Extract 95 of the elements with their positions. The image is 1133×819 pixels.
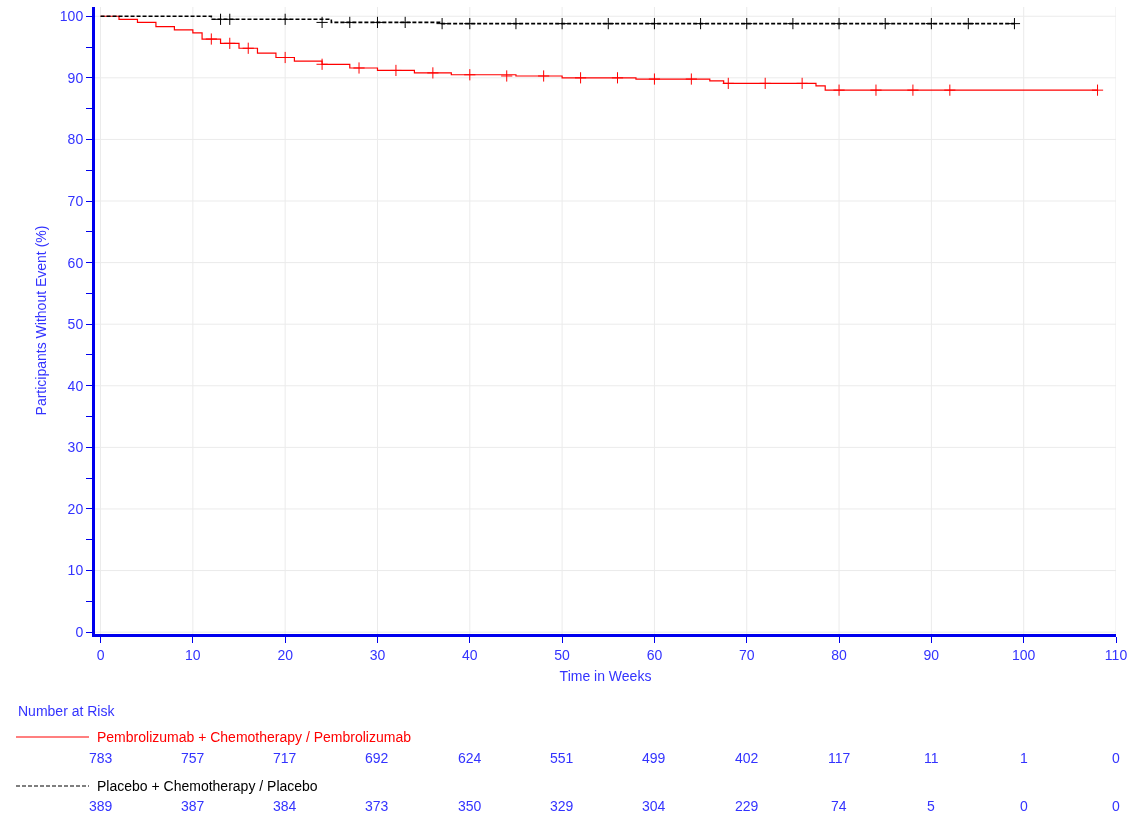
point [436,17,449,30]
point [463,68,476,81]
point [463,17,476,30]
point [759,77,772,90]
point [906,84,920,97]
text: 229 [735,798,759,814]
y-tick-label: 0 [75,624,84,641]
y-tick-label: 20 [67,500,84,517]
x-tick-label: 20 [277,646,294,663]
point [602,17,615,30]
point [685,72,698,86]
point [1008,17,1021,30]
point [648,17,661,30]
text: 329 [550,798,574,814]
point [371,16,384,29]
point [223,13,236,26]
y-tick-label: 80 [67,131,84,148]
text: 387 [181,798,205,814]
y-axis-title: Participants Without Event (%) [33,225,50,416]
x-tick-label: 110 [1104,646,1128,663]
point [214,13,227,26]
point [1091,84,1104,97]
point [943,84,956,97]
point [832,84,846,97]
x-tick-label: 100 [1012,646,1036,663]
point [343,16,356,29]
y-tick-label: 60 [67,254,84,271]
text: 74 [831,798,847,814]
point [648,72,661,86]
point [315,16,329,29]
point [796,77,809,90]
text: 757 [181,750,205,766]
point [352,61,366,75]
point [223,37,236,50]
point [786,17,799,30]
text: 350 [458,798,482,814]
point [722,77,735,90]
point [925,17,938,30]
point [611,71,624,84]
text: 783 [89,750,113,766]
point [962,17,975,30]
y-tick-label: 30 [67,439,84,456]
text: 304 [642,798,666,814]
text: 0 [1112,750,1120,766]
x-tick-label: 0 [96,646,105,663]
y-tick-label: 10 [67,562,84,579]
point [832,17,846,30]
point [315,58,329,71]
text: 402 [735,750,759,766]
x-tick-label: 10 [185,646,201,663]
text: Pembrolizumab + Chemotherapy / Pembrolizumab [97,729,412,745]
x-tick-label: 40 [462,646,478,663]
x-tick-label: 80 [831,646,848,663]
x-tick-label: 70 [738,646,755,663]
text: 1 [1020,750,1028,766]
point [574,71,587,84]
point [242,42,255,55]
text: Placebo + Chemotherapy / Placebo [97,778,318,794]
x-tick-label: 60 [646,646,663,663]
x-axis-title: Time in Weeks [559,668,652,685]
point [740,17,753,30]
text: 0 [1020,798,1028,814]
point [879,17,892,30]
text: 692 [365,750,389,766]
x-tick-label: 50 [554,646,571,663]
point [694,17,707,30]
text: 373 [365,798,389,814]
text: Number at Risk [18,703,116,719]
x-tick-label: 30 [369,646,386,663]
x-tick-label: 90 [923,646,940,663]
y-tick-label: 100 [59,8,84,25]
point [279,13,292,26]
text: 384 [273,798,297,814]
point [205,32,218,46]
point [509,17,523,30]
y-tick-label: 50 [67,316,84,333]
point [500,69,513,83]
text: 117 [828,750,851,766]
point [426,66,439,79]
text: 389 [89,798,113,814]
y-tick-label: 40 [67,377,84,394]
point [399,16,412,29]
point [389,64,403,77]
y-tick-label: 70 [67,192,84,209]
point [869,84,883,97]
point [556,17,569,30]
y-tick-label: 90 [67,69,84,86]
text: 5 [927,798,935,814]
text: 0 [1112,798,1120,814]
text: 499 [642,750,666,766]
text: 717 [273,750,297,766]
text: 624 [458,750,482,766]
point [537,69,550,83]
text: 11 [924,750,939,766]
text: 551 [550,750,574,766]
